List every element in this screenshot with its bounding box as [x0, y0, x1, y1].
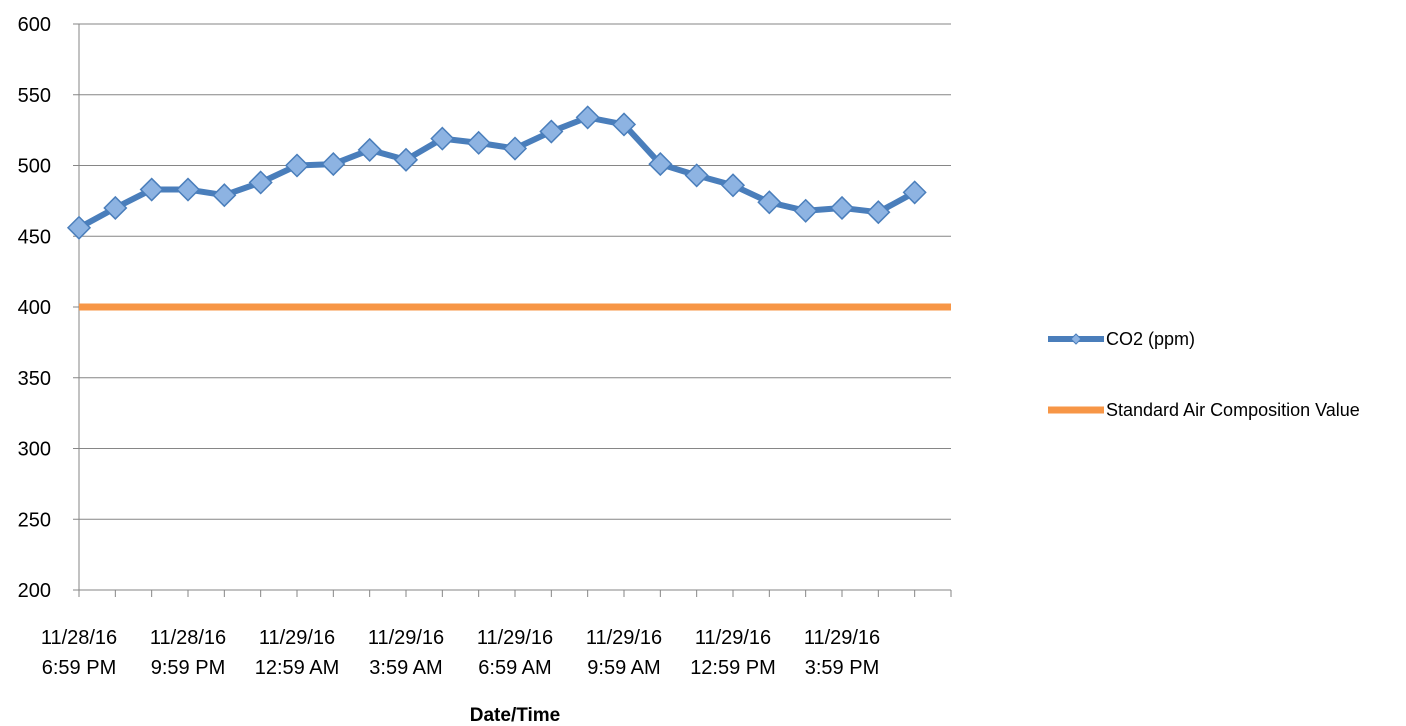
y-tick-label-400: 400	[18, 297, 51, 319]
y-tick-label-200: 200	[18, 580, 51, 602]
x-axis-tick-labels: 11/28/16 6:59 PM 11/28/16 9:59 PM 11/29/16 12…	[41, 627, 880, 679]
co2-point-12	[502, 136, 528, 161]
y-tick-label-450: 450	[18, 226, 51, 248]
x-tick-label-date-3: 11/29/16	[368, 627, 444, 649]
co2-point-10	[430, 126, 455, 151]
x-tick-label-date-7: 11/29/16	[804, 627, 880, 649]
x-tick-label-time-2: 12:59 AM	[255, 657, 340, 679]
co2-point-0	[66, 215, 92, 240]
co2-point-20	[793, 198, 818, 223]
co2-point-23	[902, 180, 927, 205]
x-axis-title: Date/Time	[470, 705, 560, 726]
co2-point-11	[466, 130, 491, 155]
x-tick-label-date-4: 11/29/16	[477, 627, 553, 649]
co2-point-14	[575, 105, 600, 130]
co2-point-7	[321, 152, 346, 177]
co2-point-9	[393, 147, 419, 172]
x-tick-label-time-1: 9:59 PM	[151, 657, 225, 679]
y-tick-label-250: 250	[18, 509, 51, 531]
co2-point-13	[539, 119, 564, 144]
y-tick-label-600: 600	[18, 14, 51, 36]
y-tick-label-350: 350	[18, 368, 51, 390]
co2-point-19	[757, 190, 782, 215]
co2-point-21	[829, 195, 855, 221]
co2-point-17	[684, 163, 709, 188]
series-co2-line	[76, 114, 918, 231]
co2-point-22	[866, 200, 891, 225]
gridlines	[79, 23, 951, 520]
x-tick-label-time-5: 9:59 AM	[587, 657, 660, 679]
y-tick-label-550: 550	[18, 85, 51, 107]
x-tick-label-time-6: 12:59 PM	[690, 657, 776, 679]
legend-label-standard-air: Standard Air Composition Value	[1106, 400, 1360, 420]
x-tick-label-time-3: 3:59 AM	[369, 657, 442, 679]
co2-point-3	[175, 177, 201, 202]
co2-point-1	[103, 195, 128, 221]
co2-point-8	[357, 137, 382, 162]
co2-point-6	[284, 153, 310, 178]
x-tick-label-date-5: 11/29/16	[586, 627, 662, 649]
x-tick-label-time-4: 6:59 AM	[478, 657, 551, 679]
x-tick-label-time-7: 3:59 PM	[805, 657, 879, 679]
y-tick-label-500: 500	[18, 156, 51, 178]
x-tick-label-date-2: 11/29/16	[259, 627, 335, 649]
legend-label-co2: CO2 (ppm)	[1106, 329, 1195, 349]
legend: CO2 (ppm) Standard Air Composition Value	[1048, 329, 1360, 420]
co2-point-4	[212, 183, 237, 208]
co2-point-5	[248, 170, 273, 195]
co2-point-2	[139, 177, 164, 202]
series-layer	[66, 105, 951, 311]
x-tick-label-time-0: 6:59 PM	[42, 657, 116, 679]
co2-point-16	[648, 152, 673, 177]
co2-point-18	[720, 173, 746, 198]
co2-point-15	[611, 112, 637, 137]
y-tick-label-300: 300	[18, 439, 51, 461]
x-tick-label-date-0: 11/28/16	[41, 627, 117, 649]
x-tick-label-date-6: 11/29/16	[695, 627, 771, 649]
y-axis-tick-labels: 200 250 300 350 400 450 500 550 600	[18, 14, 51, 602]
legend-co2-marker	[1070, 333, 1082, 345]
x-tick-label-date-1: 11/28/16	[150, 627, 226, 649]
